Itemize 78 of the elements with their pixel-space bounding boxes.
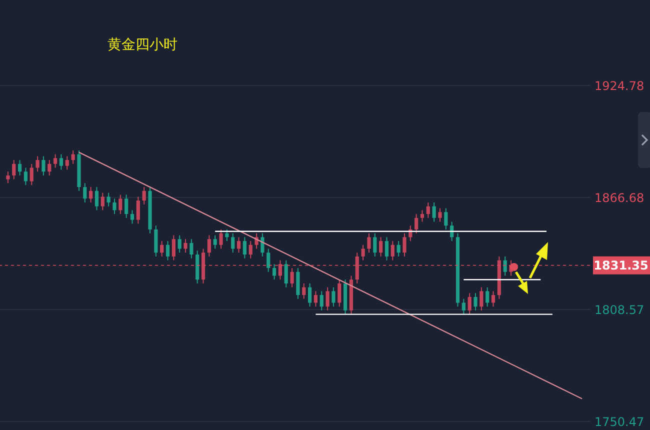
y-tick-label: 1866.68 xyxy=(594,190,644,205)
candlestick xyxy=(65,156,69,170)
candlestick xyxy=(355,252,359,284)
candlestick xyxy=(106,192,110,207)
ref-line-label: 1831.35 xyxy=(594,258,648,272)
candlestick xyxy=(314,290,318,308)
candlestick xyxy=(94,186,99,211)
candlestick xyxy=(284,260,288,288)
candlestick xyxy=(36,156,40,172)
candlestick xyxy=(59,154,64,170)
candlestick xyxy=(166,240,170,261)
candlestick xyxy=(462,298,466,315)
candlestick xyxy=(361,244,365,261)
candlestick xyxy=(373,232,377,257)
candlestick xyxy=(219,228,223,250)
candlestick xyxy=(426,202,430,218)
candlestick xyxy=(491,290,496,308)
candlestick xyxy=(486,286,490,308)
candlestick xyxy=(384,236,389,261)
candlestick xyxy=(379,236,383,257)
candlestick xyxy=(30,163,34,186)
candlestick xyxy=(420,210,424,222)
candlestick xyxy=(178,234,182,254)
candlestick xyxy=(142,186,146,205)
candlestick xyxy=(444,208,448,230)
candlestick xyxy=(71,150,75,164)
y-tick-label: 1750.47 xyxy=(594,414,644,429)
candlestick xyxy=(474,292,478,311)
candlestick xyxy=(42,156,46,176)
candlestick xyxy=(54,154,58,168)
candlestick xyxy=(172,234,176,261)
candlestick xyxy=(89,186,93,203)
candlestick xyxy=(213,234,217,250)
candlestick xyxy=(12,160,16,180)
candlestick xyxy=(124,194,128,218)
candlestick xyxy=(278,260,282,280)
candlestick xyxy=(296,268,300,300)
candlestick xyxy=(136,196,140,224)
candlestick xyxy=(112,198,116,215)
candlestick xyxy=(338,279,342,308)
candlestick xyxy=(480,286,484,311)
y-tick-label: 1808.57 xyxy=(594,302,644,317)
candlestick xyxy=(207,234,211,257)
candlestick xyxy=(154,225,158,257)
candlestick xyxy=(236,236,241,254)
candlestick xyxy=(248,240,252,259)
candlestick xyxy=(390,240,394,261)
candlestick xyxy=(242,236,246,259)
candlestick xyxy=(290,268,294,288)
candlestick xyxy=(160,240,164,257)
y-tick-label: 1924.78 xyxy=(594,78,644,93)
candlestick xyxy=(118,194,122,215)
candlestick xyxy=(184,238,188,254)
candlestick xyxy=(266,248,270,272)
candlestick xyxy=(332,286,336,308)
candlestick xyxy=(302,282,306,300)
candlestick xyxy=(100,192,104,211)
candlestick xyxy=(402,232,406,257)
candlestick xyxy=(503,256,507,276)
text: 黄金四小时 xyxy=(108,37,178,53)
candlestick xyxy=(18,160,22,176)
candlestick xyxy=(468,292,472,315)
candlestick xyxy=(272,264,276,280)
candlestick xyxy=(396,240,400,257)
candlestick xyxy=(308,282,312,308)
candlestick xyxy=(24,167,28,186)
candlestick xyxy=(231,232,235,254)
candlestick xyxy=(190,238,194,259)
candlestick xyxy=(414,214,418,234)
candlestick xyxy=(83,182,87,203)
candlestick xyxy=(432,202,436,222)
candlestick xyxy=(130,210,134,224)
candlestick xyxy=(6,171,10,184)
candlestick xyxy=(48,160,52,176)
candlestick xyxy=(326,286,330,311)
candlestick xyxy=(367,232,371,254)
candlestick xyxy=(320,290,324,311)
candlestick xyxy=(438,208,442,222)
